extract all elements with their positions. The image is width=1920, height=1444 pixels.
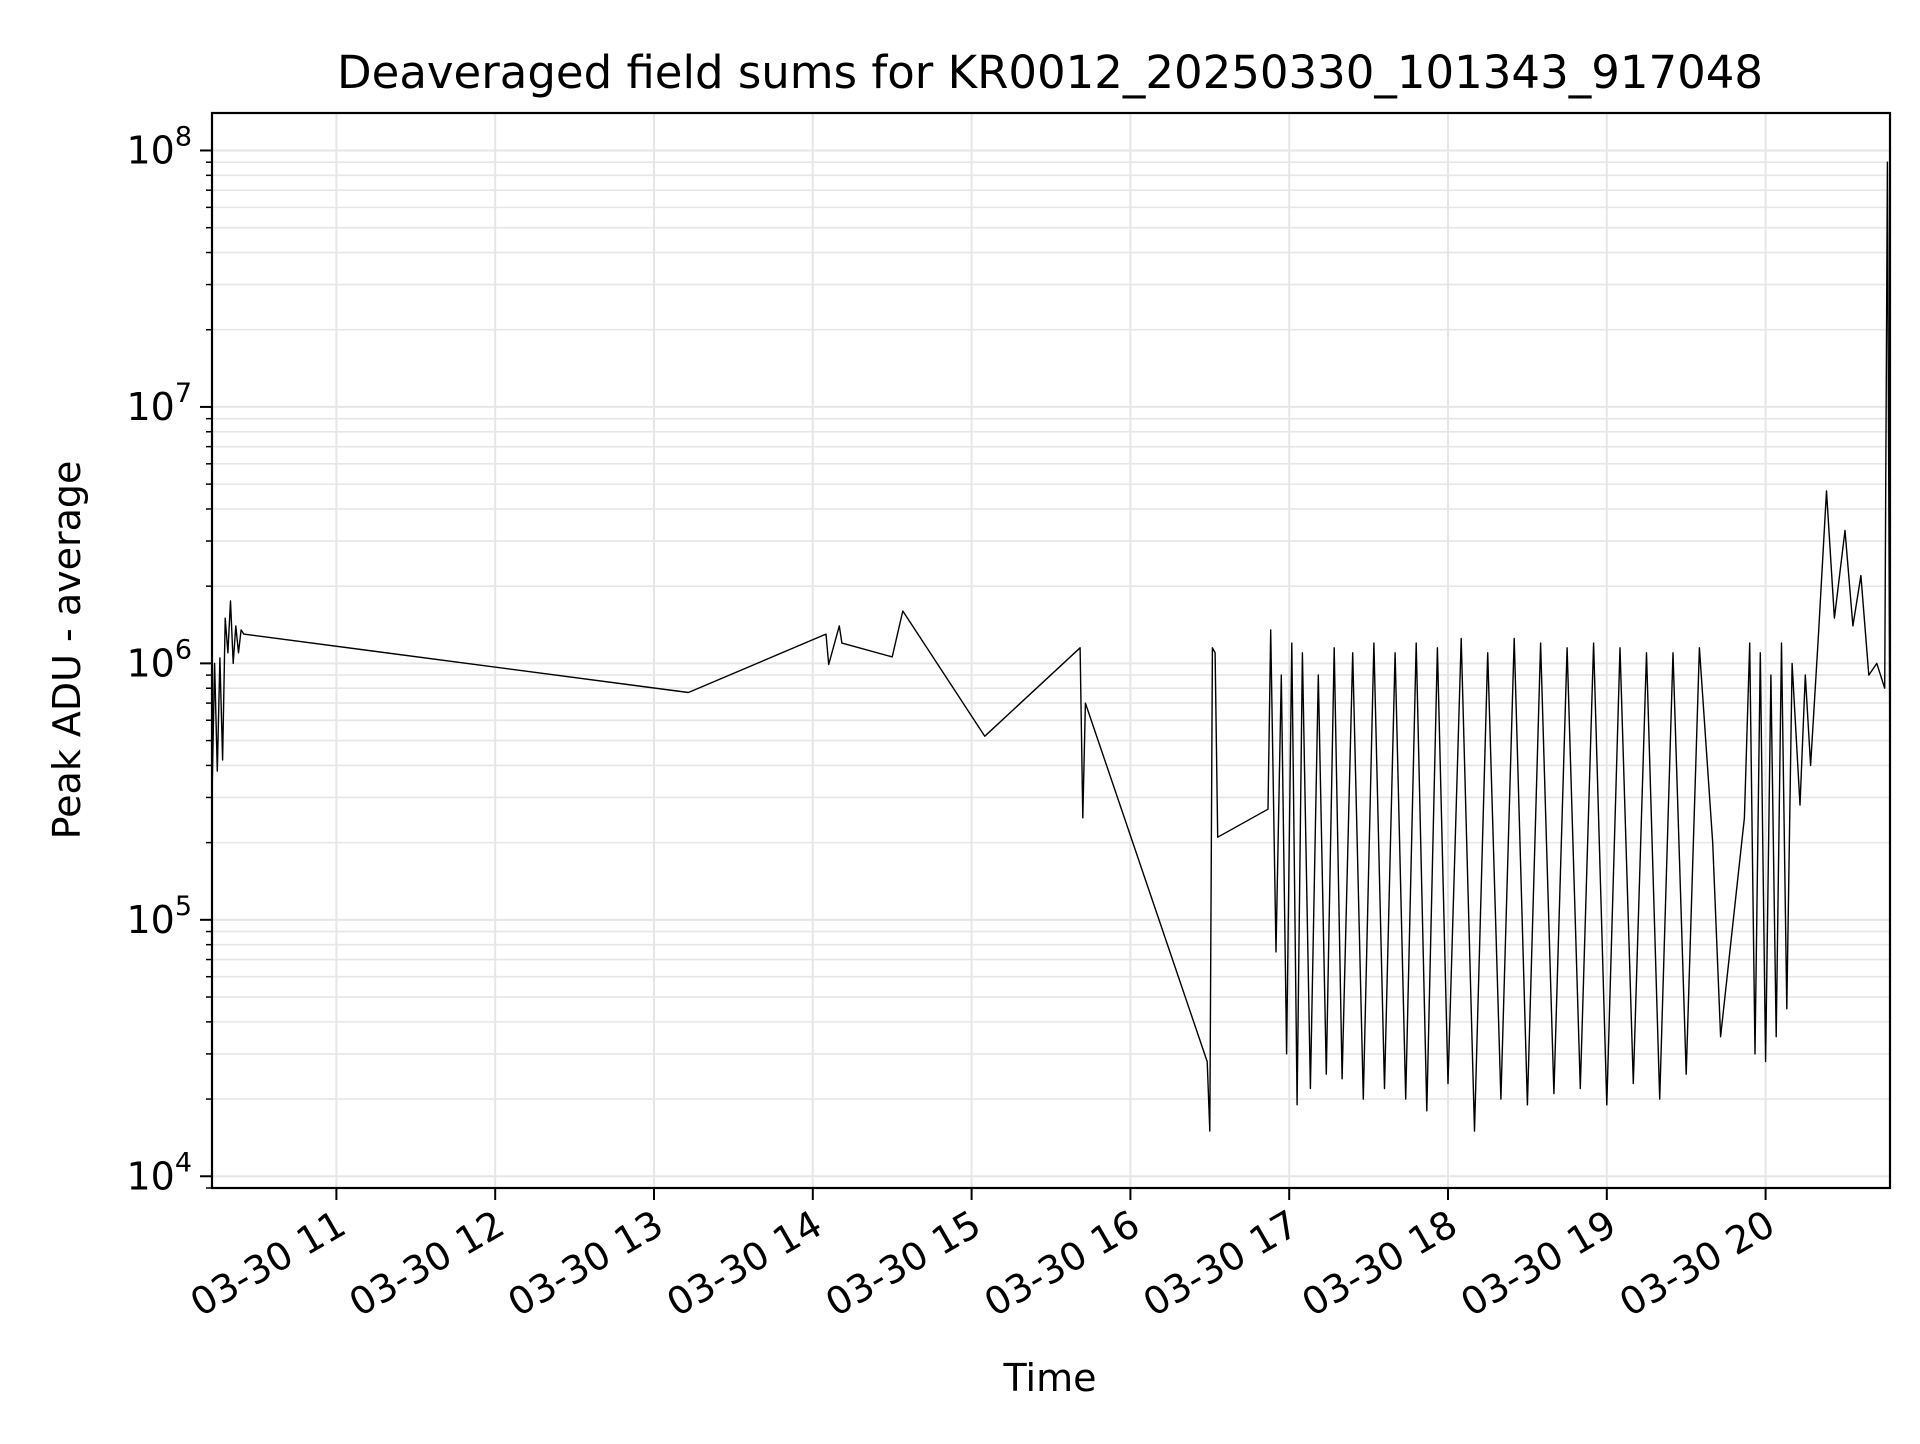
y-tick-label: 107 xyxy=(126,378,192,429)
y-tick-label: 105 xyxy=(126,891,192,942)
chart-title: Deaveraged field sums for KR0012_2025033… xyxy=(337,46,1763,99)
series-line xyxy=(211,161,1891,1132)
data-layer xyxy=(211,161,1891,1132)
y-tick-label: 106 xyxy=(126,634,192,685)
plot-frame xyxy=(210,111,1892,1190)
x-axis-label: Time xyxy=(1003,1356,1097,1400)
y-tick-label: 104 xyxy=(126,1147,192,1198)
y-tick-label: 108 xyxy=(126,121,192,172)
grid xyxy=(212,113,1890,1189)
y-axis-label: Peak ADU - average xyxy=(45,461,89,840)
y-axis: 104 105 106 107 108 xyxy=(126,121,212,1198)
